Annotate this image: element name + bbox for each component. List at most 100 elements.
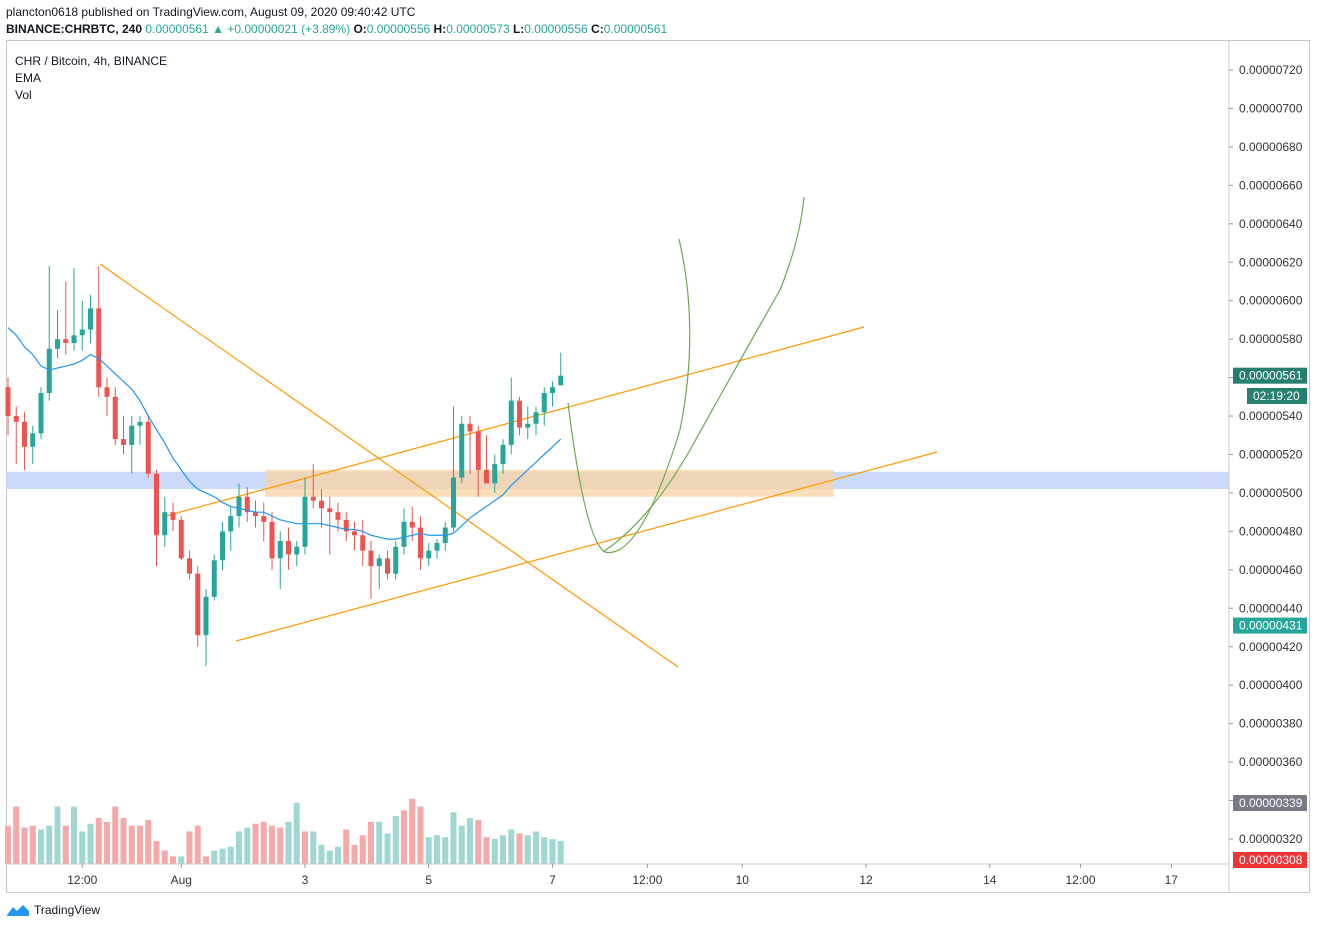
volume-bar: [112, 806, 119, 864]
volume-bar: [227, 846, 234, 864]
volume-bar: [95, 818, 102, 864]
price-tick-label: 0.00000360: [1239, 755, 1303, 769]
legend-ema[interactable]: EMA: [15, 71, 42, 85]
symbol: BINANCE:CHRBTC, 240: [6, 22, 143, 36]
candle-body: [55, 339, 60, 349]
price-tick-label: 0.00000380: [1239, 717, 1303, 731]
high-value: 0.00000573: [446, 22, 510, 36]
curves-layer: [567, 196, 805, 554]
candle: [376, 554, 382, 590]
candle-body: [517, 400, 522, 428]
time-axis: 12:00 Aug 3 5 7 12:00 10 12 14 12:00 17: [6, 863, 1229, 887]
candle: [385, 550, 390, 580]
price-tick-label: 0.00000700: [1239, 101, 1303, 115]
price-label-text: 0.00000431: [1239, 619, 1303, 633]
volume-bar: [491, 839, 498, 864]
price-tick-label: 0.00000520: [1239, 448, 1303, 462]
candle-body: [294, 546, 300, 555]
volume-bar: [104, 821, 110, 864]
volume-bar: [483, 837, 490, 864]
price-label-last: 0.00000561: [1233, 367, 1307, 384]
volume-bar: [236, 831, 242, 864]
price-label-text: 0.00000339: [1239, 796, 1303, 810]
low-value: 0.00000556: [524, 22, 588, 36]
price-tick-label: 0.00000640: [1239, 217, 1303, 231]
legend-vol[interactable]: Vol: [15, 88, 32, 102]
price-label-box: [1233, 617, 1307, 634]
volume-bar: [161, 850, 168, 864]
time-tick-label: 3: [302, 873, 309, 887]
candle-body: [79, 329, 85, 336]
volume-bar: [475, 819, 482, 864]
candle-body: [170, 512, 176, 520]
candle-body: [236, 496, 242, 517]
high-label: H:: [433, 22, 447, 36]
change-arrow-icon: ▲: [212, 22, 224, 36]
last-price: 0.00000561: [145, 22, 209, 36]
candle-body: [104, 387, 110, 397]
close-value: 0.00000561: [603, 22, 668, 36]
close-label: C:: [591, 22, 604, 36]
legend: CHR / Bitcoin, 4h, BINANCE EMA Vol: [15, 53, 167, 104]
open-label: O:: [353, 22, 367, 36]
volume-bar: [401, 810, 407, 864]
volume-bar: [318, 844, 325, 864]
volume-bar: [508, 829, 515, 864]
price-label-timer: 02:19:20: [1247, 388, 1307, 404]
price-tick-label: 0.00000600: [1239, 294, 1303, 308]
candle-body: [112, 396, 118, 440]
candle: [310, 464, 316, 509]
price-label-level: 0.00000431: [1233, 617, 1307, 634]
zones-layer: [6, 469, 1229, 497]
candle-body: [13, 416, 19, 422]
candle: [63, 281, 69, 355]
candle-body: [319, 500, 324, 509]
candle-body: [187, 558, 192, 574]
candle: [88, 294, 93, 343]
price-tick-label: 0.00000660: [1239, 178, 1303, 192]
price-label-vol: 0.00000339: [1233, 795, 1307, 811]
open-value: 0.00000556: [366, 22, 431, 36]
candle-body: [228, 516, 234, 532]
candle-body: [310, 496, 316, 501]
candle: [30, 425, 36, 465]
candle: [558, 352, 564, 386]
candle-body: [492, 464, 498, 484]
candle-body: [145, 421, 151, 474]
candle-body: [327, 508, 333, 513]
candle: [343, 512, 349, 542]
volume-bar: [417, 806, 424, 864]
candle-body: [426, 550, 432, 559]
time-tick-label: 7: [549, 873, 556, 887]
projection-curve-small: [567, 238, 691, 554]
candle: [261, 502, 267, 542]
candle: [442, 521, 448, 551]
trendlines-layer: [99, 263, 938, 668]
candle: [170, 502, 176, 532]
volume-bar: [343, 829, 350, 864]
candle-body: [195, 573, 201, 636]
footer: TradingView: [6, 903, 100, 917]
candle: [541, 387, 547, 426]
price-tick-label: 0.00000420: [1239, 640, 1303, 654]
volume-bar: [186, 831, 193, 864]
volume-bar: [384, 833, 391, 864]
candle: [104, 377, 110, 417]
candle-body: [525, 423, 531, 428]
candle: [154, 469, 159, 567]
candle-body: [558, 375, 564, 386]
candle-body: [253, 512, 258, 517]
candle-body: [401, 521, 407, 547]
volume-bar: [54, 806, 61, 864]
candle: [418, 516, 423, 570]
candle-body: [550, 387, 555, 393]
volume-bar: [293, 802, 300, 864]
candle-body: [343, 519, 349, 532]
volume-bar: [368, 821, 374, 864]
candle: [492, 454, 498, 493]
candle-body: [352, 531, 357, 536]
candle-body: [129, 425, 135, 445]
volume-bar: [442, 837, 449, 864]
price-tick-label: 0.00000320: [1239, 832, 1303, 846]
